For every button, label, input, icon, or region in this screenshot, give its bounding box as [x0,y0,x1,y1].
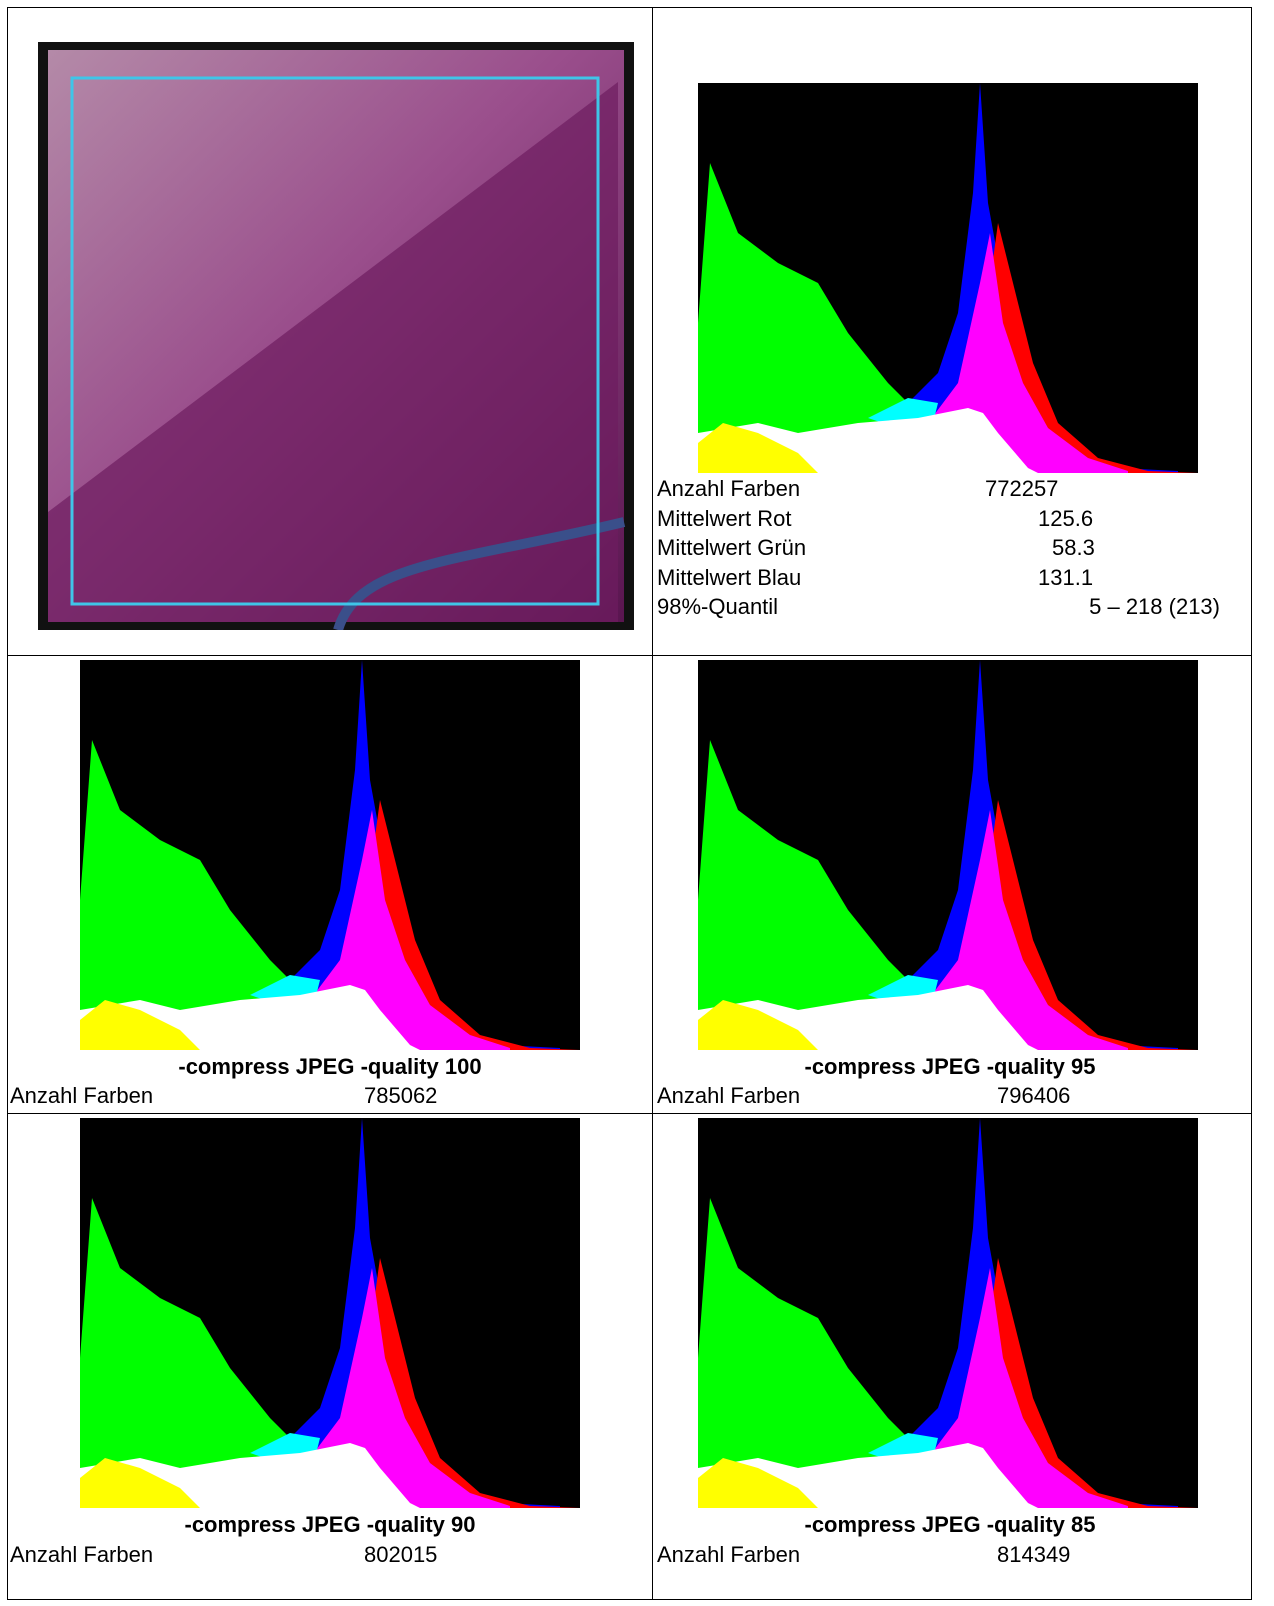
table-cell [652,1113,1252,1600]
count-label: Anzahl Farben [657,1542,801,1567]
count-label: Anzahl Farben [10,1083,154,1108]
count-label: Anzahl Farben [657,1083,801,1108]
aerial-image [38,42,634,630]
count-label: Anzahl Farben [10,1542,154,1567]
stat-label: Anzahl Farben [657,476,801,501]
stat-value: 131.1 [1038,565,1094,590]
stat-label: 98%-Quantil [657,594,779,619]
stat-value: 58.3 [1052,535,1095,560]
stat-value: 772257 [985,476,1059,501]
count-value: 802015 [364,1542,438,1567]
count-value: 796406 [997,1083,1071,1108]
caption: -compress JPEG -quality 95 [804,1054,1096,1079]
stat-value: 5 – 218 (213) [1089,594,1220,619]
histogram [80,660,580,1050]
stat-label: Mittelwert Grün [657,535,807,560]
caption: -compress JPEG -quality 100 [178,1054,482,1079]
count-value: 785062 [364,1083,438,1108]
count-value: 814349 [997,1542,1071,1567]
caption: -compress JPEG -quality 85 [804,1512,1096,1537]
histogram [80,1118,580,1508]
histogram [698,1118,1198,1508]
stat-value: 125.6 [1038,506,1094,531]
table-cell [7,7,653,656]
caption: -compress JPEG -quality 90 [184,1512,476,1537]
histogram [698,83,1198,473]
stat-label: Mittelwert Blau [657,565,802,590]
stat-label: Mittelwert Rot [657,506,792,531]
histogram [698,660,1198,1050]
